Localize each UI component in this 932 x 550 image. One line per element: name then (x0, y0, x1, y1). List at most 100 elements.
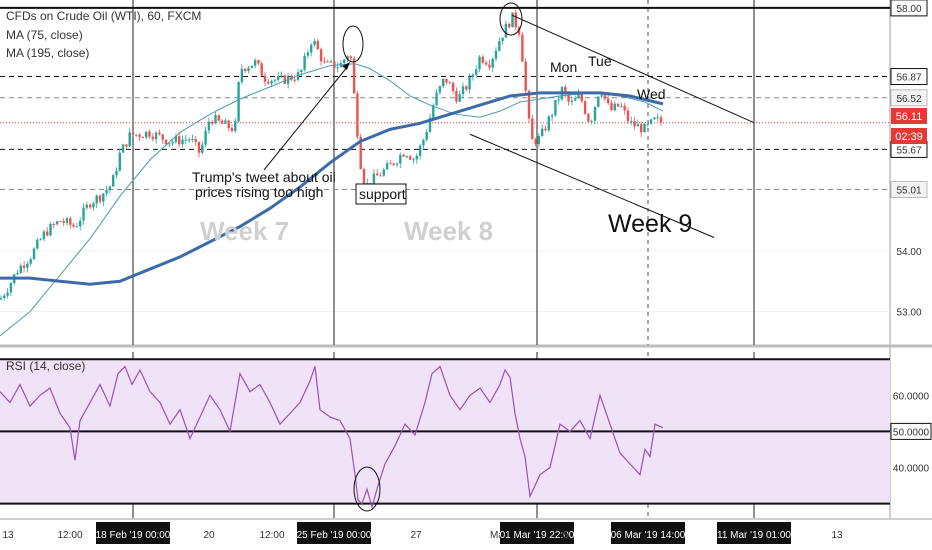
candle-bearish (138, 134, 141, 137)
candle-bullish (541, 128, 544, 137)
candle-bearish (514, 12, 517, 28)
candle-bearish (323, 61, 326, 63)
time-tick-label: 27 (410, 530, 422, 541)
candle-bullish (422, 139, 425, 146)
candle-bullish (128, 132, 131, 147)
candle-bullish (118, 152, 121, 171)
time-tick-label: 01 Mar '19 22:00 (500, 530, 575, 541)
candle-bearish (580, 94, 583, 102)
candle-bullish (26, 263, 29, 268)
trendline (469, 133, 715, 238)
candle-bullish (181, 139, 184, 145)
candle-bullish (19, 265, 22, 273)
candle-bearish (527, 90, 531, 119)
candle-bullish (174, 136, 178, 142)
candle-bearish (244, 68, 247, 72)
price-tick-box (890, 0, 928, 17)
candle-bullish (168, 143, 171, 145)
candle-bullish (296, 72, 300, 81)
candle-bullish (415, 155, 418, 160)
horizontal-levels (0, 6, 890, 191)
candle-bullish (511, 12, 514, 28)
candle-bearish (448, 82, 451, 84)
tweet-annotation-line2: prices rising too high (195, 184, 323, 200)
candle-bullish (3, 295, 6, 299)
candle-bullish (184, 139, 187, 141)
time-tick-label: 5 (563, 530, 569, 541)
candle-bearish (392, 163, 395, 165)
rsi-tick-label: 40.0000 (893, 463, 930, 474)
candle-bearish (616, 103, 620, 107)
candle-bullish (79, 220, 82, 227)
candle-bearish (484, 62, 488, 65)
candle-bullish (313, 40, 316, 45)
candle-bullish (613, 103, 616, 111)
candle-bearish (194, 138, 197, 142)
price-pane[interactable] (0, 0, 890, 345)
candle-bullish (570, 100, 574, 102)
time-tick-label: 12:00 (57, 530, 82, 541)
candle-bearish (623, 106, 626, 111)
candle-bullish (597, 96, 600, 107)
rsi-tick-box (890, 422, 932, 440)
candle-bearish (517, 27, 521, 35)
candle-bearish (158, 132, 161, 135)
candle-bearish (220, 120, 224, 124)
candle-bullish (277, 76, 280, 80)
support-label: support (359, 186, 406, 202)
candle-bullish (475, 69, 478, 75)
candle-bearish (349, 56, 352, 59)
tweet-arrowhead (342, 62, 350, 70)
candle-bullish (329, 61, 333, 63)
ma75-line (0, 63, 664, 337)
candle-bullish (385, 163, 389, 170)
candle-bullish (135, 134, 138, 136)
candle-bearish (46, 231, 49, 236)
time-tick-label: 06 Mar '19 14:00 (611, 530, 686, 541)
candle-bullish (82, 207, 85, 221)
candle-bullish (620, 106, 623, 108)
time-tick-box (96, 522, 170, 544)
candle-bullish (306, 52, 310, 56)
wed-label: Wed (637, 86, 666, 102)
price-tick-label: 56.52 (896, 94, 921, 105)
candle-bearish (230, 128, 234, 132)
candle-bearish (197, 141, 201, 153)
candle-bullish (468, 76, 471, 90)
candle-bullish (432, 105, 435, 118)
candle-bearish (319, 49, 323, 62)
week7-label: Week 7 (200, 216, 289, 246)
candle-bullish (554, 100, 557, 116)
candle-bearish (69, 218, 72, 225)
candle-bearish (481, 56, 484, 63)
candle-bearish (217, 115, 220, 121)
candle-bullish (646, 123, 649, 125)
candle-bullish (412, 159, 415, 161)
candle-bearish (211, 121, 214, 124)
candle-bullish (204, 130, 207, 145)
ma195-line (0, 91, 664, 286)
candle-bullish (273, 79, 277, 81)
candle-bullish (108, 186, 112, 190)
candle-bullish (6, 292, 9, 296)
candle-bullish (112, 175, 115, 187)
ma195-label[interactable]: MA (195, close) (6, 46, 89, 60)
countdown-value: 02:39 (895, 131, 923, 143)
ma75-label[interactable]: MA (75, close) (6, 28, 83, 42)
candle-bearish (88, 204, 92, 208)
price-tick-box (890, 89, 928, 107)
week8-label: Week 8 (404, 216, 493, 246)
candle-bearish (524, 61, 527, 91)
candle-bullish (145, 131, 148, 138)
candle-bullish (537, 136, 541, 145)
rsi-label[interactable]: RSI (14, close) (6, 359, 85, 373)
candle-bullish (435, 92, 438, 106)
candle-bearish (409, 156, 412, 160)
candle-bearish (161, 134, 164, 140)
rsi-indicator (0, 358, 890, 510)
candle-bullish (498, 41, 501, 51)
price-tick-label: 53.00 (896, 308, 921, 319)
candle-bullish (253, 60, 257, 66)
candle-bearish (356, 93, 359, 137)
